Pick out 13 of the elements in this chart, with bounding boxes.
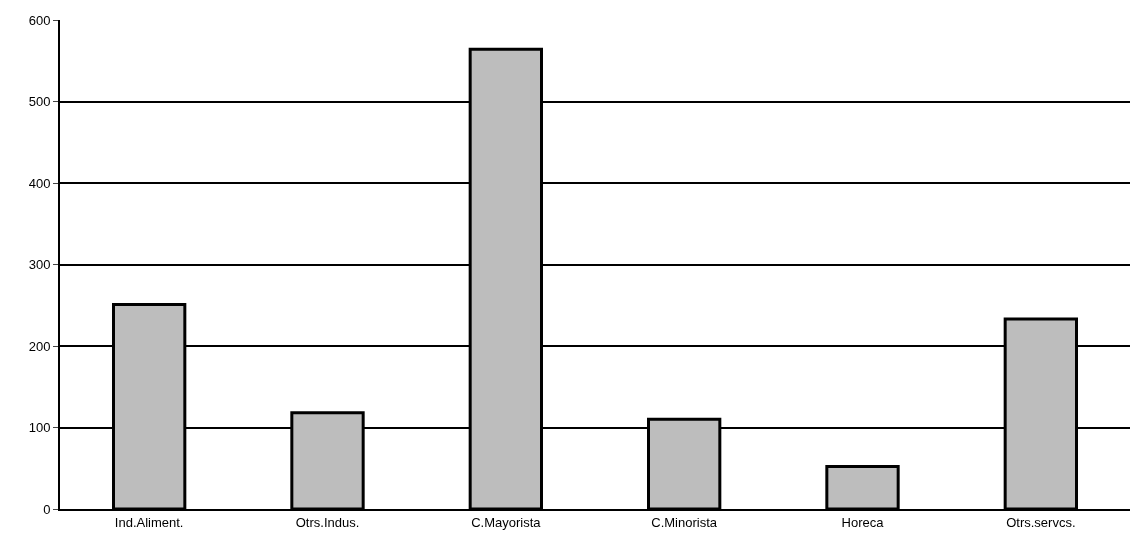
y-tick-label: 300 (28, 257, 51, 273)
x-tick-label: Otrs.servcs. (1006, 514, 1076, 530)
x-tick-label: Otrs.Indus. (295, 514, 360, 530)
y-tick-label: 0 (43, 501, 51, 517)
y-tick-label: 500 (28, 94, 51, 110)
y-tick-label: 400 (28, 175, 51, 191)
y-tick-label: 600 (28, 12, 51, 28)
y-tick-label: 200 (28, 338, 51, 354)
x-tick-label: Horeca (841, 514, 885, 530)
y-tick-label: 100 (28, 420, 51, 436)
x-tick-label: Ind.Aliment. (114, 514, 184, 530)
x-tick-label: C.Mayorista (471, 514, 542, 530)
x-tick-label: C.Minorista (651, 514, 718, 530)
